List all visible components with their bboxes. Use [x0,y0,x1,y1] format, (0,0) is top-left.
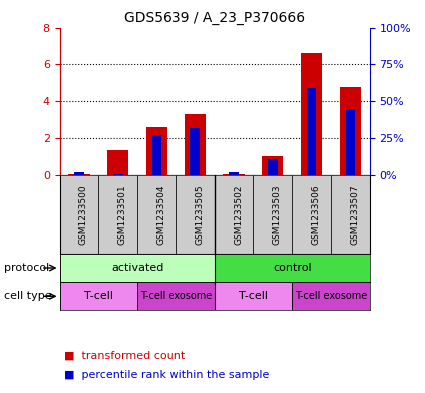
Bar [60,254,215,282]
Bar [98,175,137,254]
Bar [137,175,176,254]
Bar [262,156,283,175]
Bar [331,175,370,254]
Bar [301,53,322,175]
Bar [176,175,215,254]
Bar [224,174,245,175]
Text: T-cell: T-cell [84,291,113,301]
Text: T-cell exosome: T-cell exosome [295,291,367,301]
Text: GSM1233506: GSM1233506 [312,185,320,245]
Bar [340,86,361,175]
Bar [137,282,215,310]
Bar [268,159,278,175]
Text: GSM1233500: GSM1233500 [79,185,88,245]
Bar [113,174,122,175]
Bar [152,135,162,175]
Bar [215,254,370,282]
Bar [307,88,317,175]
Text: GSM1233505: GSM1233505 [195,185,204,245]
Bar [184,114,206,175]
Bar [68,174,90,175]
Text: T-cell: T-cell [239,291,268,301]
Text: GSM1233502: GSM1233502 [234,185,243,245]
Text: GSM1233504: GSM1233504 [156,185,165,245]
Bar [253,175,292,254]
Bar [107,151,128,175]
Text: T-cell exosome: T-cell exosome [140,291,212,301]
Bar [60,175,98,254]
Bar [190,128,200,175]
Bar [229,172,239,175]
Text: activated: activated [111,263,163,273]
Text: GSM1233503: GSM1233503 [273,185,282,245]
Bar [215,282,292,310]
Text: ■  transformed count: ■ transformed count [64,351,185,361]
Bar [346,109,355,175]
Title: GDS5639 / A_23_P370666: GDS5639 / A_23_P370666 [124,11,305,25]
Bar [292,282,370,310]
Bar [74,172,84,175]
Text: protocol: protocol [4,263,49,273]
Text: GSM1233501: GSM1233501 [118,185,127,245]
Text: cell type: cell type [4,291,52,301]
Bar [215,175,253,254]
Text: ■  percentile rank within the sample: ■ percentile rank within the sample [64,370,269,380]
Bar [292,175,331,254]
Bar [60,282,137,310]
Text: control: control [273,263,312,273]
Text: GSM1233507: GSM1233507 [350,185,360,245]
Bar [146,127,167,175]
